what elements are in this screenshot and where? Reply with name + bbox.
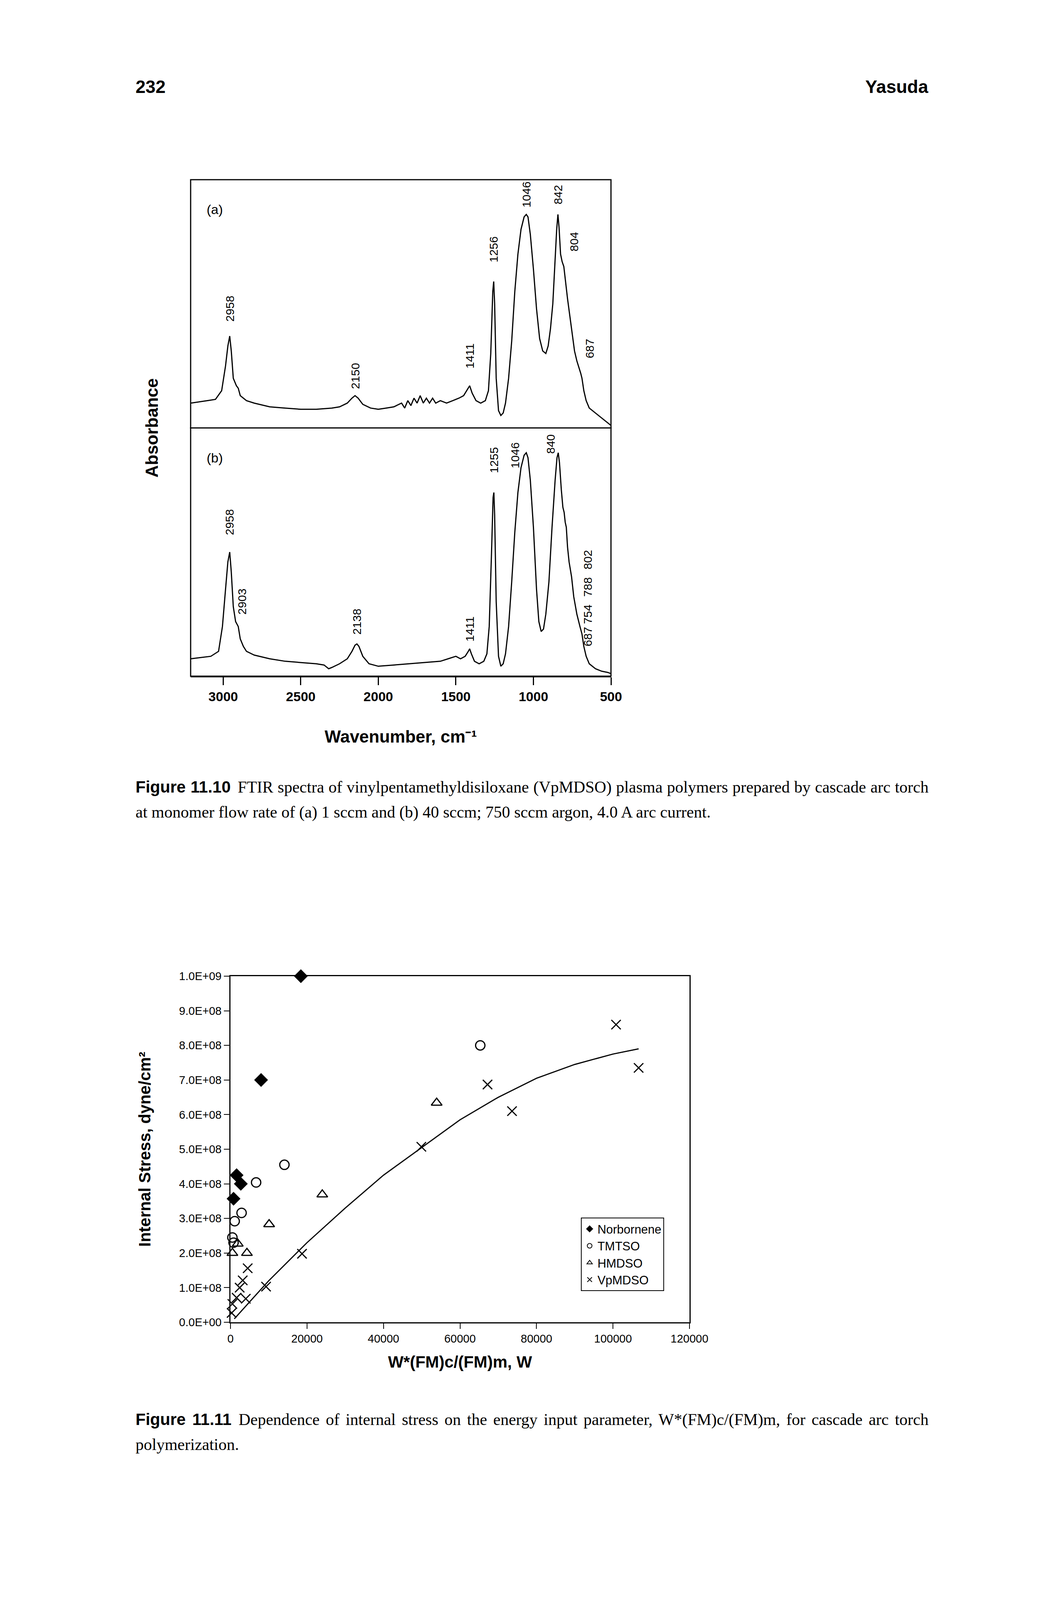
svg-text:60000: 60000 [444,1332,476,1346]
svg-text:8.0E+08: 8.0E+08 [178,1039,222,1052]
svg-text:7.0E+08: 7.0E+08 [178,1073,222,1087]
svg-text:2958: 2958 [223,295,237,322]
svg-text:W*(FM)c/(FM)m, W: W*(FM)c/(FM)m, W [387,1352,533,1372]
svg-text:754: 754 [581,604,595,625]
svg-text:2958: 2958 [223,509,236,536]
svg-text:5.0E+08: 5.0E+08 [178,1143,222,1156]
svg-text:120000: 120000 [670,1332,709,1346]
svg-text:500: 500 [600,689,623,704]
svg-text:1000: 1000 [518,689,549,704]
svg-text:VpMDSO: VpMDSO [597,1273,649,1288]
svg-text:Internal Stress, dyne/cm²: Internal Stress, dyne/cm² [135,1051,154,1247]
svg-text:3.0E+08: 3.0E+08 [178,1212,222,1225]
svg-text:802: 802 [581,550,595,570]
svg-text:0.0E+00: 0.0E+00 [178,1316,222,1329]
svg-text:1.0E+08: 1.0E+08 [178,1281,222,1295]
svg-text:842: 842 [551,184,565,205]
svg-text:80000: 80000 [520,1332,553,1346]
svg-text:2500: 2500 [285,689,316,704]
svg-text:3000: 3000 [208,689,239,704]
svg-text:804: 804 [567,232,581,252]
svg-text:6.0E+08: 6.0E+08 [178,1108,222,1122]
svg-text:2903: 2903 [235,588,249,615]
svg-text:1500: 1500 [441,689,471,704]
html-text:Yasuda: Yasuda [865,76,929,97]
svg-text:(b): (b) [206,450,224,466]
html-text:Figure 11.10 FTIR spectra of v: Figure 11.10 FTIR spectra of vinylpentam… [135,777,929,822]
svg-text:1256: 1256 [487,236,501,263]
html-text:Figure 11.11 Dependence of int: Figure 11.11 Dependence of internal stre… [135,1410,929,1454]
svg-text:Wavenumber, cm⁻¹: Wavenumber, cm⁻¹ [324,726,477,747]
svg-text:4.0E+08: 4.0E+08 [178,1177,222,1191]
svg-text:2000: 2000 [363,689,394,704]
svg-text:0: 0 [227,1332,234,1346]
svg-text:TMTSO: TMTSO [597,1239,640,1254]
svg-text:788: 788 [581,577,595,597]
svg-text:1046: 1046 [508,442,522,469]
svg-text:1411: 1411 [463,616,477,642]
svg-text:1411: 1411 [463,343,477,369]
svg-text:HMDSO: HMDSO [597,1256,643,1271]
svg-text:Absorbance: Absorbance [142,378,162,478]
svg-text:9.0E+08: 9.0E+08 [178,1004,222,1018]
svg-text:20000: 20000 [291,1332,324,1346]
svg-text:2.0E+08: 2.0E+08 [178,1246,222,1260]
svg-text:687: 687 [583,338,597,359]
svg-text:1046: 1046 [519,181,533,208]
svg-text:(a): (a) [206,201,224,217]
html-text:232: 232 [135,76,166,97]
svg-text:687: 687 [581,626,595,647]
svg-text:40000: 40000 [367,1332,400,1346]
svg-text:1255: 1255 [487,447,501,474]
svg-text:100000: 100000 [594,1332,633,1346]
svg-text:2138: 2138 [350,608,364,635]
svg-text:2150: 2150 [348,362,362,390]
svg-text:Norbornene: Norbornene [597,1222,662,1237]
svg-text:1.0E+09: 1.0E+09 [178,969,222,983]
svg-text:840: 840 [544,434,558,454]
